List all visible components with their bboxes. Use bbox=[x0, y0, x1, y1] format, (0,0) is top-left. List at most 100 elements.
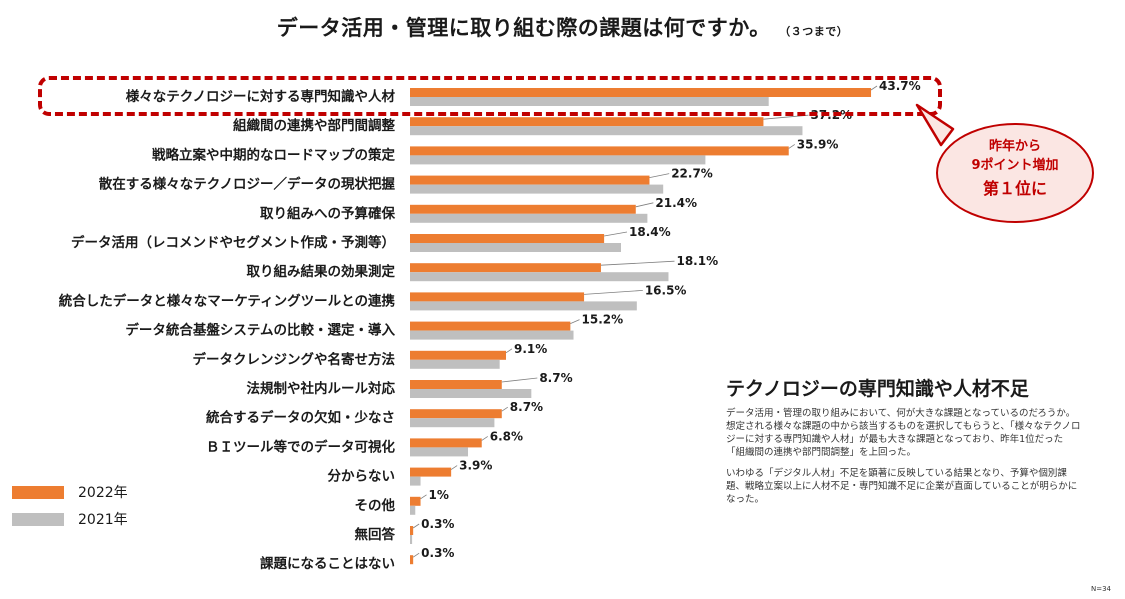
bar-2022 bbox=[410, 292, 585, 302]
category-label: 取り組み結果の効果測定 bbox=[247, 263, 396, 280]
value-label: 3.9% bbox=[459, 459, 492, 473]
value-label: 18.1% bbox=[676, 254, 718, 268]
value-leader-line bbox=[570, 319, 580, 324]
bar-2021 bbox=[410, 359, 500, 369]
value-leader-line bbox=[481, 436, 488, 441]
category-label: 法規制や社内ルール対応 bbox=[247, 380, 396, 397]
value-label: 6.8% bbox=[490, 429, 523, 443]
category-label: 分からない bbox=[328, 469, 396, 485]
value-label: 43.7% bbox=[879, 79, 921, 93]
category-label: データ統合基盤システムの比較・選定・導入 bbox=[125, 322, 395, 339]
category-label: 課題になることはない bbox=[260, 555, 395, 572]
highlight-frame bbox=[38, 76, 942, 116]
bar-2021 bbox=[410, 243, 621, 252]
bar-2022 bbox=[410, 438, 482, 448]
value-leader-line bbox=[412, 523, 420, 529]
value-leader-line bbox=[505, 348, 513, 354]
bar-2022 bbox=[410, 380, 502, 389]
bar-2021 bbox=[410, 418, 495, 428]
value-label: 1% bbox=[429, 488, 449, 502]
value-label: 9.1% bbox=[514, 342, 547, 356]
category-label: 取り組みへの予算確保 bbox=[260, 205, 395, 222]
side-paragraph-2: いわゆる「デジタル人材」不足を顕著に反映している結果となり、予算や個別課題、戦略… bbox=[726, 468, 1078, 505]
bar-2022 bbox=[410, 175, 650, 185]
callout-line1: 昨年から bbox=[988, 139, 1041, 154]
value-label: 8.7% bbox=[539, 371, 572, 385]
callout-line3: 第１位に bbox=[982, 179, 1047, 198]
callout-tail bbox=[915, 103, 955, 147]
category-label: データクレンジングや名寄せ方法 bbox=[193, 351, 396, 368]
bar-2021 bbox=[410, 389, 532, 398]
bar-2022 bbox=[410, 204, 636, 214]
bar-2022 bbox=[410, 467, 452, 477]
legend-swatch-2022 bbox=[12, 485, 64, 499]
value-leader-line bbox=[501, 406, 509, 412]
bar-2021 bbox=[410, 447, 469, 457]
chart-title-note: （３つまで） bbox=[784, 25, 849, 38]
value-label: 35.9% bbox=[797, 137, 839, 151]
bar-2021 bbox=[410, 505, 416, 515]
bar-2022 bbox=[410, 263, 601, 273]
value-label: 21.4% bbox=[655, 196, 697, 210]
value-label: 18.4% bbox=[629, 225, 671, 239]
value-leader-line bbox=[450, 465, 458, 470]
bar-2022 bbox=[410, 526, 414, 535]
bar-2022 bbox=[410, 409, 502, 419]
value-leader-line bbox=[584, 290, 643, 295]
value-label: 16.5% bbox=[645, 283, 687, 297]
callout-line2: 9ポイント増加 bbox=[971, 158, 1059, 173]
legend-label-2022: 2022年 bbox=[78, 485, 128, 501]
value-label: 22.7% bbox=[671, 167, 713, 181]
bar-2022 bbox=[410, 496, 421, 506]
chart-title: データ活用・管理に取り組む際の課題は何ですか。 （３つまで） bbox=[0, 12, 1125, 42]
side-body: データ活用・管理の取り組みにおいて、何が大きな課題となっているのだろうか。想定さ… bbox=[726, 407, 1082, 514]
category-label: データ活用（レコメンドやセグメント作成・予測等） bbox=[71, 234, 395, 251]
bar-2021 bbox=[410, 213, 648, 223]
value-leader-line bbox=[788, 144, 795, 149]
bar-2022 bbox=[410, 234, 605, 243]
category-label: 統合したデータと様々なマーケティングツールとの連携 bbox=[59, 292, 396, 309]
chart-title-text: データ活用・管理に取り組む際の課題は何ですか。 bbox=[276, 16, 771, 40]
value-label: 15.2% bbox=[582, 313, 624, 327]
category-label: その他 bbox=[355, 497, 396, 514]
category-label: 無回答 bbox=[355, 526, 396, 543]
value-leader-line bbox=[412, 552, 420, 558]
bar-2021 bbox=[410, 272, 669, 282]
legend-label-2021: 2021年 bbox=[78, 512, 128, 528]
value-label: 0.3% bbox=[421, 546, 454, 560]
sample-size-label: N=34 bbox=[1090, 585, 1111, 593]
bar-2022 bbox=[410, 88, 872, 97]
value-label: 8.7% bbox=[510, 400, 543, 414]
bar-2022 bbox=[410, 321, 571, 331]
value-leader-line bbox=[604, 231, 628, 237]
value-leader-line bbox=[870, 85, 878, 91]
legend: 2022年 2021年 bbox=[12, 480, 128, 534]
legend-swatch-2021 bbox=[12, 512, 64, 526]
bar-2022 bbox=[410, 350, 507, 360]
callout-bubble: 昨年から 9ポイント増加 第１位に bbox=[936, 123, 1094, 223]
category-label: 統合するデータの欠如・少なさ bbox=[206, 409, 395, 426]
bar-2021 bbox=[410, 301, 637, 311]
bar-2021 bbox=[410, 126, 803, 136]
category-label: 戦略立案や中期的なロードマップの策定 bbox=[152, 146, 395, 163]
side-paragraph-1: データ活用・管理の取り組みにおいて、何が大きな課題となっているのだろうか。想定さ… bbox=[726, 408, 1081, 458]
value-leader-line bbox=[600, 260, 675, 266]
category-label: 様々なテクノロジーに対する専門知識や人材 bbox=[126, 88, 396, 105]
bar-2021 bbox=[410, 155, 706, 165]
bar-2021 bbox=[410, 97, 769, 106]
legend-item-2022: 2022年 bbox=[12, 480, 128, 504]
side-title: テクノロジーの専門知識や人材不足 bbox=[726, 378, 1029, 400]
value-leader-line bbox=[501, 377, 538, 383]
value-leader-line bbox=[635, 202, 654, 208]
legend-item-2021: 2021年 bbox=[12, 507, 128, 531]
bar-2022 bbox=[410, 117, 764, 127]
bar-2022 bbox=[410, 555, 414, 565]
value-label: 0.3% bbox=[421, 517, 454, 531]
bar-2021 bbox=[410, 330, 574, 340]
bar-2021 bbox=[410, 476, 421, 486]
category-label: 散在する様々なテクノロジー／データの現状把握 bbox=[99, 176, 396, 193]
value-leader-line bbox=[649, 173, 670, 178]
bar-2021 bbox=[410, 184, 664, 194]
value-leader-line bbox=[420, 494, 427, 500]
